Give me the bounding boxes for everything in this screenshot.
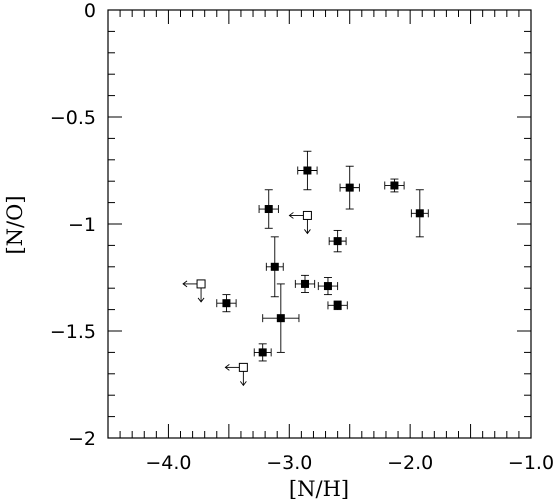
data-point: [262, 283, 300, 353]
open-square-marker: [302, 210, 312, 220]
data-point: [297, 150, 318, 191]
down-arrow-head: [197, 297, 205, 303]
x-tick-label: −1.0: [508, 452, 554, 474]
filled-square-marker: [390, 181, 399, 190]
filled-square-marker: [264, 205, 273, 214]
upper-limit-point: [182, 279, 206, 303]
data-point: [216, 294, 237, 313]
plot-frame: [107, 9, 532, 439]
down-arrow-head: [304, 229, 311, 235]
x-tick-label: −2.0: [387, 452, 433, 474]
filled-square-marker: [345, 183, 354, 192]
upper-limit-point: [288, 210, 312, 235]
filled-square-marker: [270, 262, 279, 271]
filled-square-marker: [300, 279, 309, 288]
filled-square-marker: [222, 299, 231, 308]
x-axis-label: [N/H]: [289, 477, 349, 501]
left-arrow-head: [224, 364, 230, 371]
filled-square-marker: [333, 301, 342, 310]
filled-square-marker: [323, 282, 332, 291]
data-points: [182, 150, 429, 387]
left-arrow-head: [182, 280, 188, 288]
x-tick-label: −3.0: [266, 452, 312, 474]
y-tick-label: −0.5: [50, 107, 96, 129]
x-tick-label: −4.0: [145, 452, 191, 474]
axis-ticks: [107, 9, 532, 439]
data-point: [253, 343, 272, 362]
data-point: [294, 274, 316, 293]
data-point: [258, 189, 279, 229]
y-tick-label: −2: [68, 428, 96, 450]
filled-square-marker: [415, 209, 424, 218]
data-point: [327, 300, 348, 311]
open-square-marker: [196, 279, 206, 289]
y-tick-label: 0: [84, 0, 96, 22]
filled-square-marker: [276, 314, 285, 323]
data-point: [339, 165, 360, 210]
left-arrow-head: [288, 212, 294, 219]
down-arrow-head: [240, 381, 247, 387]
data-point: [410, 189, 429, 238]
y-axis-label: [N/O]: [3, 195, 27, 254]
filled-square-marker: [303, 166, 312, 175]
open-square-marker: [238, 362, 248, 372]
y-tick-label: −1: [68, 214, 96, 236]
data-point: [384, 178, 405, 193]
data-point: [328, 229, 347, 253]
filled-square-marker: [258, 348, 267, 357]
plot-area-border: [107, 9, 532, 439]
data-point: [265, 236, 284, 298]
filled-square-marker: [333, 237, 342, 246]
upper-limit-point: [224, 362, 248, 387]
tick-labels: −4.0 −3.0 −2.0 −1.0 0 −0.5 −1 −1.5 −2: [50, 0, 554, 474]
data-point: [317, 277, 339, 296]
y-tick-label: −1.5: [50, 321, 96, 343]
